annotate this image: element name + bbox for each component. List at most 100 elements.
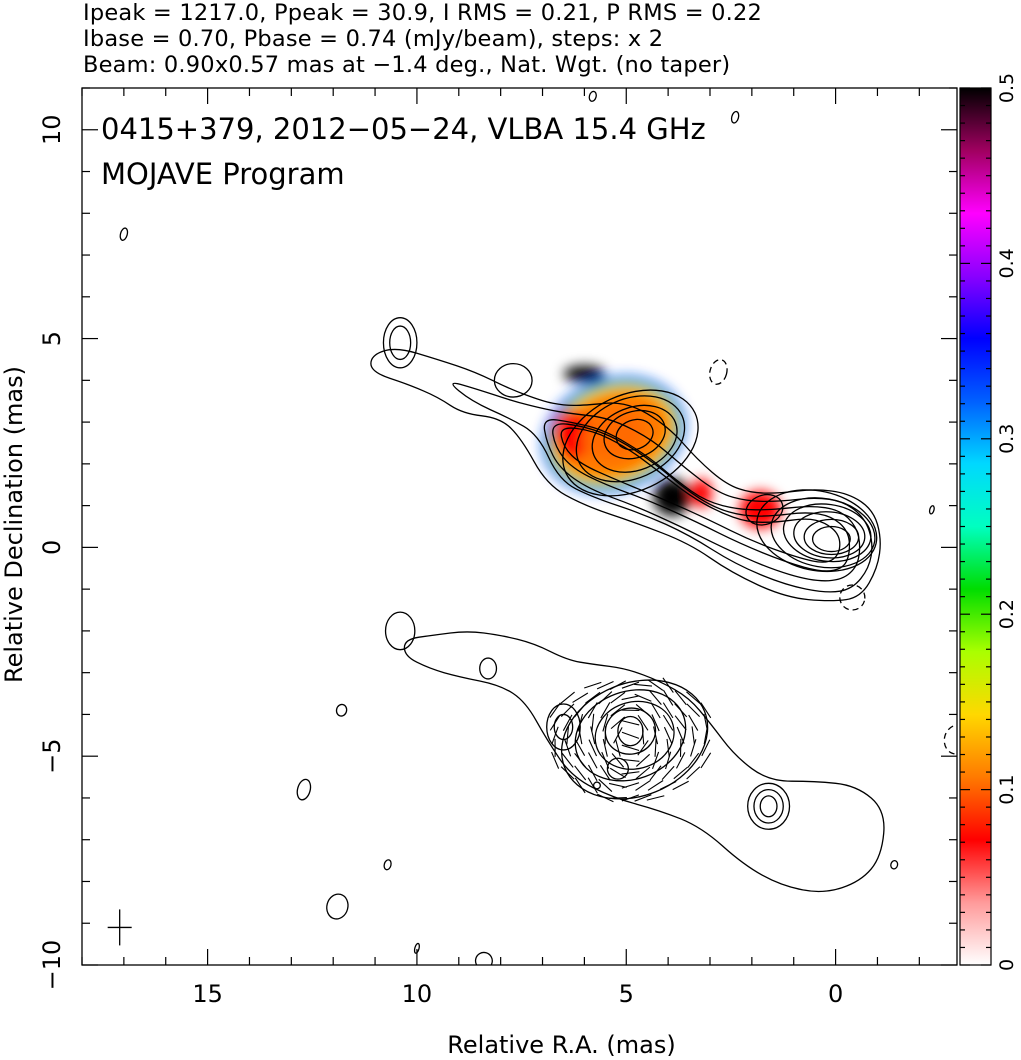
y-tick-label: 0: [38, 540, 66, 555]
contour-lower: [560, 679, 709, 800]
evpa-vector: [608, 782, 627, 788]
evpa-vector: [662, 689, 674, 706]
evpa-vector: [575, 739, 586, 756]
evpa-vector: [596, 681, 614, 690]
evpa-vector: [650, 702, 661, 719]
contour-lower: [546, 703, 581, 751]
evpa-vector: [703, 726, 708, 745]
colorbar-tick-label: 0: [996, 959, 1018, 971]
evpa-vector: [641, 726, 645, 745]
evpa-vector: [665, 751, 672, 770]
evpa-vector: [647, 679, 664, 691]
contour-lower: [747, 782, 791, 830]
x-axis-label: Relative R.A. (mas): [447, 1031, 675, 1059]
contour-upper: [562, 389, 699, 497]
contour-noise: [943, 724, 957, 755]
evpa-vector: [647, 780, 664, 791]
evpa-vector: [690, 739, 697, 757]
y-tick-label: −10: [38, 940, 66, 991]
contour-noise: [119, 227, 129, 241]
evpa-vector: [676, 752, 686, 769]
evpa-vector: [588, 764, 598, 782]
evpa-vector: [601, 751, 610, 769]
evpa-vector: [551, 751, 560, 769]
evpa-vector: [609, 767, 626, 779]
evpa-vector: [600, 702, 611, 719]
evpa-vector: [621, 695, 640, 701]
polarization-region: [563, 365, 606, 383]
evpa-vector: [621, 731, 640, 739]
colorbar-tick-label: 0.3: [996, 424, 1018, 454]
contour-upper: [493, 362, 533, 398]
evpa-vector: [609, 680, 627, 690]
contour-lower: [594, 700, 675, 770]
colorbar-tick-label: 0.2: [996, 599, 1018, 629]
x-tick-label: 10: [402, 980, 433, 1008]
evpa-vector: [637, 714, 649, 731]
contour-noise: [730, 110, 740, 124]
evpa-vector: [663, 726, 673, 744]
contour-lower: [759, 795, 778, 818]
evpa-vector: [621, 681, 640, 689]
contour-upper-envelope: [370, 348, 881, 602]
colorbar-tick-label: 0.4: [996, 248, 1018, 278]
evpa-vector: [634, 693, 652, 702]
evpa-vector: [587, 777, 598, 794]
evpa-vector: [560, 703, 575, 718]
evpa-vector: [610, 704, 626, 717]
evpa-vector: [700, 702, 712, 719]
chart-subtitle: MOJAVE Program: [101, 157, 345, 191]
evpa-vector: [691, 726, 695, 745]
contour-noise: [335, 703, 348, 717]
evpa-vector: [590, 726, 596, 745]
evpa-vector: [551, 726, 559, 744]
colorbar-tick-label: 0.1: [996, 774, 1018, 804]
evpa-vector: [646, 795, 665, 801]
contour-noise: [383, 859, 392, 871]
evpa-vector: [564, 739, 572, 757]
contour-upper: [575, 395, 686, 483]
plot-frame: [81, 87, 958, 966]
contour-lower: [574, 689, 687, 782]
evpa-vector: [633, 683, 653, 687]
contour-noise: [890, 859, 899, 870]
contour-noise: [413, 942, 420, 954]
contour-lower-envelope: [403, 631, 885, 893]
contour-upper: [615, 418, 654, 451]
evpa-vector: [566, 726, 569, 745]
contour-noise: [326, 893, 349, 920]
evpa-vector: [608, 796, 627, 799]
evpa-vector: [573, 703, 587, 718]
chart-title: 0415+379, 2012−05−24, VLBA 15.4 GHz: [101, 112, 706, 146]
x-tick-label: 15: [192, 980, 223, 1008]
contour-upper: [591, 404, 678, 473]
evpa-vector: [585, 691, 601, 704]
evpa-vector: [662, 714, 674, 731]
evpa-vector: [621, 720, 640, 726]
evpa-vector: [649, 765, 662, 781]
evpa-vector: [549, 714, 561, 731]
header-line-1: Ipeak = 1217.0, Ppeak = 30.9, I RMS = 0.…: [83, 0, 763, 26]
evpa-vector: [574, 777, 586, 794]
evpa-vector: [598, 778, 613, 792]
contour-noise: [928, 505, 935, 515]
evpa-vector: [560, 766, 575, 780]
evpa-vector: [701, 739, 711, 757]
contour-noise: [588, 90, 597, 102]
evpa-vector: [561, 752, 574, 768]
evpa-vector: [578, 726, 583, 745]
evpa-vector: [662, 702, 674, 719]
evpa-vector: [574, 752, 587, 768]
polarization-region: [552, 409, 591, 460]
evpa-vector: [621, 758, 640, 762]
evpa-vector: [686, 703, 701, 717]
contour-upper: [803, 518, 860, 556]
evpa-vector: [562, 714, 573, 731]
contour-upper: [811, 525, 851, 553]
contour-upper: [793, 511, 866, 559]
evpa-vector: [602, 738, 608, 757]
evpa-vector: [659, 780, 677, 790]
contour-noise: [708, 359, 728, 385]
evpa-vector: [615, 739, 621, 757]
